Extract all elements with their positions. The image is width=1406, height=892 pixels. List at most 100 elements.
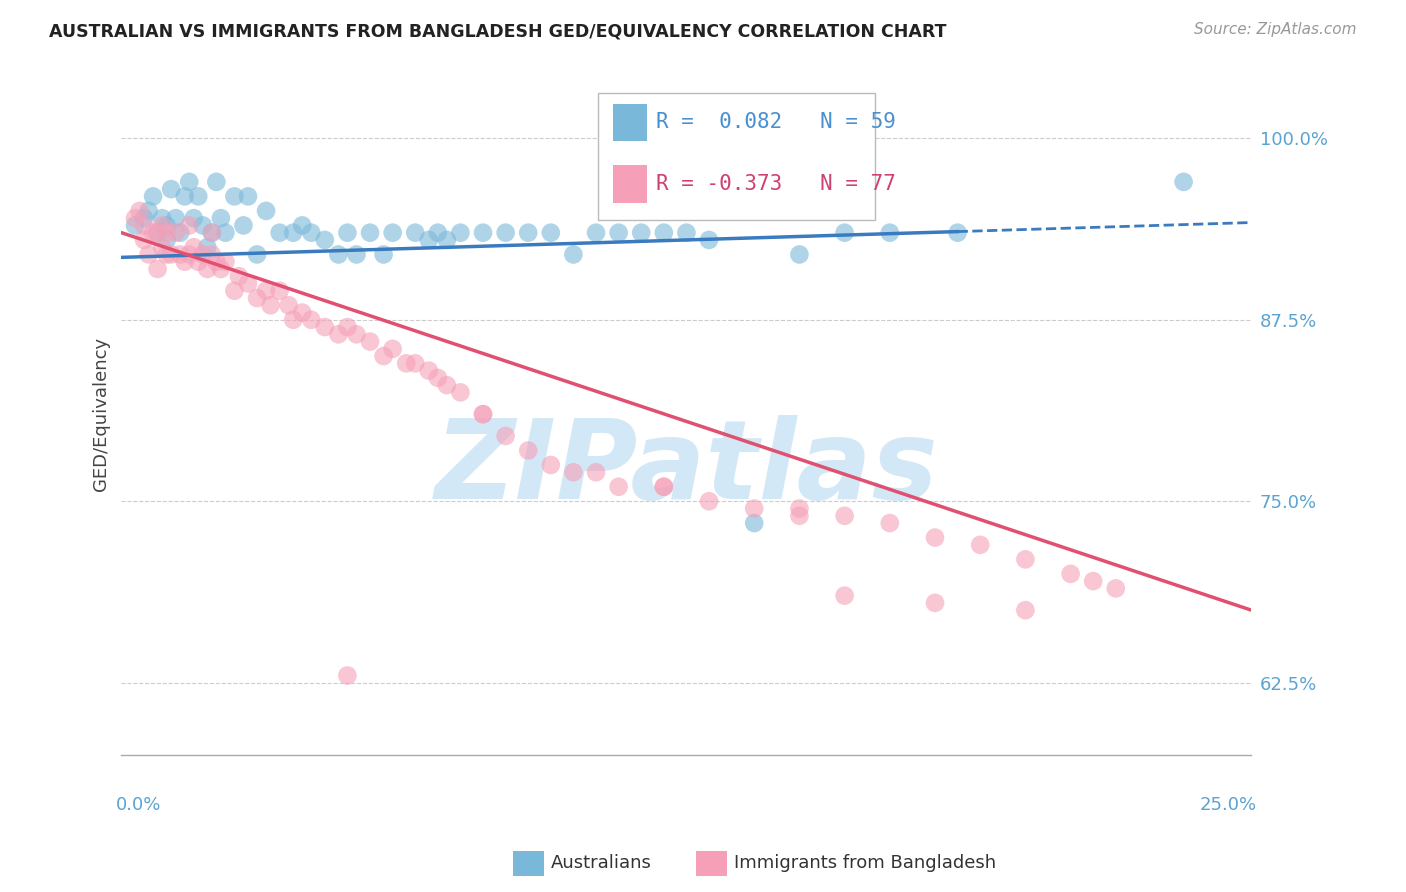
Point xyxy=(132,211,155,226)
Text: Source: ZipAtlas.com: Source: ZipAtlas.com xyxy=(1194,22,1357,37)
Point xyxy=(336,320,359,334)
Point xyxy=(132,219,155,233)
Point xyxy=(187,189,209,203)
Point xyxy=(150,211,173,226)
Text: R = -0.373   N = 77: R = -0.373 N = 77 xyxy=(657,174,896,194)
Point xyxy=(165,211,187,226)
Point xyxy=(969,538,991,552)
Point xyxy=(436,233,458,247)
Point xyxy=(156,219,179,233)
Point xyxy=(540,226,562,240)
Point xyxy=(789,508,811,523)
Point xyxy=(224,284,246,298)
Point xyxy=(156,226,179,240)
Point xyxy=(381,226,404,240)
Point xyxy=(517,226,540,240)
Point xyxy=(495,226,517,240)
Point xyxy=(472,407,495,421)
Point xyxy=(142,226,165,240)
Point xyxy=(291,305,314,319)
Point xyxy=(205,175,228,189)
Text: 25.0%: 25.0% xyxy=(1199,797,1257,814)
Point xyxy=(201,247,224,261)
Point xyxy=(299,313,322,327)
Point xyxy=(742,501,765,516)
Point xyxy=(156,233,179,247)
Point xyxy=(517,443,540,458)
Point xyxy=(472,226,495,240)
Point xyxy=(924,596,946,610)
Point xyxy=(404,356,426,370)
Point xyxy=(169,226,191,240)
Text: Immigrants from Bangladesh: Immigrants from Bangladesh xyxy=(734,855,995,872)
Point xyxy=(495,429,517,443)
Point xyxy=(562,247,585,261)
Point xyxy=(373,349,395,363)
Point xyxy=(195,262,218,277)
Point xyxy=(201,226,224,240)
Point xyxy=(314,320,336,334)
Point xyxy=(179,219,201,233)
Point xyxy=(209,211,232,226)
Point xyxy=(169,247,191,261)
Point xyxy=(336,668,359,682)
Point xyxy=(346,327,368,342)
Point xyxy=(381,342,404,356)
Point xyxy=(395,356,418,370)
Point xyxy=(1105,582,1128,596)
Point xyxy=(336,226,359,240)
Point xyxy=(191,247,214,261)
Point xyxy=(128,203,150,218)
Point xyxy=(652,226,675,240)
Point xyxy=(834,226,856,240)
Point xyxy=(879,226,901,240)
Point xyxy=(236,277,259,291)
Point xyxy=(426,226,449,240)
Point xyxy=(124,219,146,233)
Point xyxy=(146,226,169,240)
Point xyxy=(277,298,299,312)
Point xyxy=(138,203,160,218)
Point xyxy=(156,247,179,261)
Point xyxy=(124,211,146,226)
Point xyxy=(299,226,322,240)
Point xyxy=(346,247,368,261)
Point xyxy=(232,219,254,233)
Point xyxy=(418,233,440,247)
Point xyxy=(314,233,336,247)
Point xyxy=(697,494,720,508)
Point xyxy=(201,226,224,240)
Point xyxy=(246,247,269,261)
FancyBboxPatch shape xyxy=(599,94,875,219)
Point xyxy=(404,226,426,240)
Point xyxy=(1173,175,1195,189)
Point xyxy=(246,291,269,305)
Point xyxy=(179,175,201,189)
Point xyxy=(742,516,765,530)
Point xyxy=(173,254,195,268)
Point xyxy=(1014,552,1036,566)
Point xyxy=(562,465,585,479)
Point xyxy=(540,458,562,472)
Point xyxy=(426,371,449,385)
Point xyxy=(359,226,381,240)
Text: Australians: Australians xyxy=(551,855,652,872)
FancyBboxPatch shape xyxy=(613,103,647,141)
Point xyxy=(283,226,305,240)
Point xyxy=(652,480,675,494)
Point xyxy=(236,189,259,203)
Point xyxy=(585,465,607,479)
Point xyxy=(283,313,305,327)
Point xyxy=(269,226,291,240)
Point xyxy=(146,262,169,277)
Point xyxy=(191,219,214,233)
Text: ZIPatlas: ZIPatlas xyxy=(434,416,938,522)
FancyBboxPatch shape xyxy=(613,165,647,202)
Point xyxy=(228,269,250,284)
Point xyxy=(214,226,236,240)
Point xyxy=(418,363,440,377)
Point xyxy=(160,182,183,196)
Point xyxy=(187,254,209,268)
Point xyxy=(254,284,277,298)
Text: 0.0%: 0.0% xyxy=(115,797,162,814)
